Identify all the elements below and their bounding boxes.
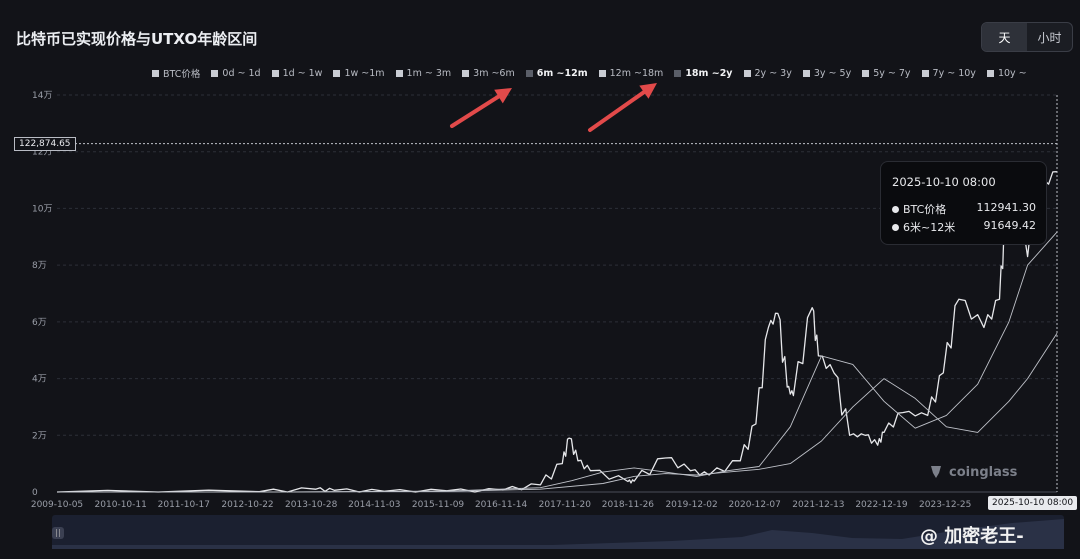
legend-swatch-icon xyxy=(921,69,929,77)
y-tick-label: 8万 xyxy=(32,261,47,271)
legend-swatch-icon xyxy=(152,69,159,77)
legend-label: 5y ~ 7y xyxy=(873,67,911,79)
navigator-preview xyxy=(52,519,1064,549)
interval-toggle: 天 小时 xyxy=(981,22,1073,52)
legend-item[interactable]: 12m ~18m xyxy=(598,66,664,80)
legend-swatch-icon xyxy=(395,69,403,77)
x-tick-label: 2023-12-25 xyxy=(919,500,971,510)
tooltip-row: 6米~12米 91649.42 xyxy=(892,219,1036,235)
x-tick-label: 2020-12-07 xyxy=(729,500,781,510)
legend-swatch-icon xyxy=(862,69,870,77)
x-tick-label: 2021-12-13 xyxy=(792,500,844,510)
legend-swatch-icon xyxy=(462,69,470,77)
watermark: @ 加密老王- xyxy=(920,522,1024,548)
legend-label: 3y ~ 5y xyxy=(813,67,852,79)
x-tick-label: 2010-10-11 xyxy=(95,500,147,510)
legend-label: 1m ~ 3m xyxy=(406,67,452,79)
legend: BTC价格 0d ~ 1d 1d ~ 1w 1w ~1m 1m ~ 3m 3m ~6m 6m… xyxy=(152,66,1027,80)
legend-item[interactable]: 0d ~ 1d xyxy=(211,66,261,80)
legend-swatch-icon xyxy=(598,69,606,77)
x-tick-label: 2011-10-17 xyxy=(158,500,210,510)
crosshair-date-label: 2025-10-10 08:00 xyxy=(988,496,1078,510)
legend-item[interactable]: 6m ~12m xyxy=(525,66,588,80)
series-line xyxy=(56,171,1058,493)
tooltip: 2025-10-10 08:00 BTC价格 112941.30 6米~12米 … xyxy=(880,161,1047,245)
series-dot-icon xyxy=(892,206,899,213)
crosshair-price-label: 122,874.65 xyxy=(14,137,76,151)
legend-swatch-icon xyxy=(271,69,279,77)
watermark-text: @ 加密老王- xyxy=(920,526,1024,547)
range-navigator[interactable] xyxy=(52,515,1064,549)
x-tick-label: 2012-10-22 xyxy=(221,500,273,510)
annotation-arrow-icon xyxy=(588,90,646,132)
tooltip-row-value: 112941.30 xyxy=(976,201,1037,214)
legend-item[interactable]: 3y ~ 5y xyxy=(802,66,852,80)
x-tick-label: 2009-10-05 xyxy=(31,500,83,510)
legend-item[interactable]: 5y ~ 7y xyxy=(862,66,911,80)
x-tick-label: 2013-10-28 xyxy=(285,500,338,510)
x-tick-label: 2017-11-20 xyxy=(539,500,592,510)
toggle-hour-button[interactable]: 小时 xyxy=(1037,30,1062,45)
legend-label: 10y ~ xyxy=(997,67,1027,79)
tooltip-date: 2025-10-10 08:00 xyxy=(892,175,996,189)
annotation-arrowhead-icon xyxy=(494,88,512,104)
x-tick-label: 2018-11-26 xyxy=(602,500,655,510)
legend-item[interactable]: 7y ~ 10y xyxy=(921,66,976,80)
legend-item[interactable]: 1m ~ 3m xyxy=(395,66,452,80)
y-tick-label: 10万 xyxy=(32,204,52,214)
legend-item[interactable]: 3m ~6m xyxy=(462,66,515,80)
toggle-day-button[interactable]: 天 xyxy=(982,23,1027,51)
coinglass-logo-text: coinglass xyxy=(949,464,1018,480)
annotation-arrowhead-icon xyxy=(639,83,657,99)
y-tick-label: 4万 xyxy=(32,375,47,385)
legend-item[interactable]: 1d ~ 1w xyxy=(271,66,323,80)
legend-swatch-icon xyxy=(986,69,994,77)
legend-swatch-icon xyxy=(743,69,751,77)
coinglass-logo-icon xyxy=(931,466,941,478)
y-tick-label: 12万 xyxy=(32,148,52,158)
series-line xyxy=(56,332,1058,493)
legend-label: 1w ~1m xyxy=(344,67,385,79)
legend-swatch-icon xyxy=(674,69,682,77)
legend-item[interactable]: BTC价格 xyxy=(152,66,200,80)
legend-item[interactable]: 2y ~ 3y xyxy=(743,66,792,80)
legend-label: 0d ~ 1d xyxy=(222,67,261,79)
legend-swatch-icon xyxy=(333,69,341,77)
annotation-arrow-icon xyxy=(450,94,501,128)
tooltip-row-label: BTC价格 xyxy=(903,203,947,216)
legend-label: 6m ~12m xyxy=(536,67,588,79)
legend-label: 1d ~ 1w xyxy=(282,67,323,79)
chart-title: 比特币已实现价格与UTXO年龄区间 xyxy=(16,30,258,48)
legend-swatch-icon xyxy=(525,69,533,77)
y-tick-label: 2万 xyxy=(32,431,47,441)
x-tick-label: 2019-12-02 xyxy=(665,500,717,510)
x-tick-label: 2022-12-19 xyxy=(855,500,908,510)
coinglass-logo: coinglass xyxy=(928,464,1017,480)
y-tick-label: 0 xyxy=(32,488,38,498)
tooltip-row-value: 91649.42 xyxy=(983,219,1037,232)
tooltip-row: BTC价格 112941.30 xyxy=(892,201,1036,217)
y-tick-label: 14万 xyxy=(32,91,52,101)
legend-swatch-icon xyxy=(802,69,810,77)
legend-item[interactable]: 18m ~2y xyxy=(674,66,733,80)
y-tick-label: 6万 xyxy=(32,318,47,328)
legend-label: 2y ~ 3y xyxy=(754,67,792,79)
x-tick-label: 2015-11-09 xyxy=(412,500,465,510)
legend-item[interactable]: 1w ~1m xyxy=(333,66,385,80)
legend-swatch-icon xyxy=(211,69,219,77)
x-tick-label: 2014-11-03 xyxy=(348,500,400,510)
navigator-handle-icon[interactable]: || xyxy=(52,527,64,539)
legend-label: 12m ~18m xyxy=(609,67,664,79)
legend-label: BTC价格 xyxy=(163,69,201,80)
legend-label: 3m ~6m xyxy=(473,67,515,79)
legend-item[interactable]: 10y ~ xyxy=(986,66,1027,80)
x-tick-label: 2016-11-14 xyxy=(475,500,528,510)
series-line xyxy=(56,231,1058,493)
tooltip-row-label: 6米~12米 xyxy=(903,221,956,234)
series-dot-icon xyxy=(892,224,899,231)
legend-label: 7y ~ 10y xyxy=(932,67,976,79)
legend-label: 18m ~2y xyxy=(685,67,733,79)
